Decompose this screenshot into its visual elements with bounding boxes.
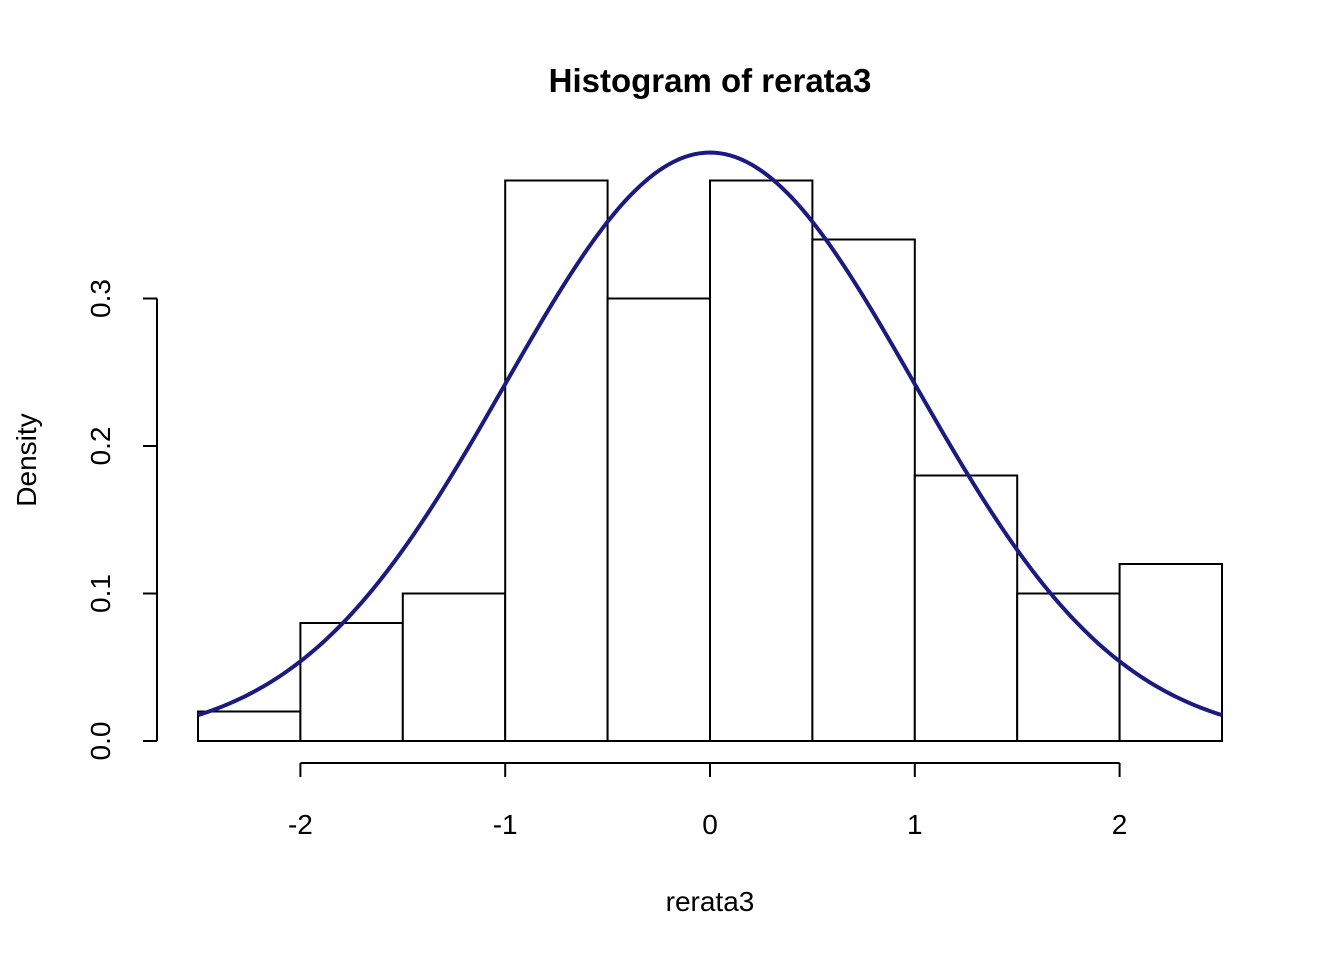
x-axis-label: rerata3 — [666, 886, 755, 917]
x-tick-label-4: 2 — [1112, 809, 1128, 840]
y-axis-label: Density — [11, 413, 42, 506]
y-axis: 0.0 0.1 0.2 0.3 — [85, 279, 158, 761]
x-tick-label-3: 1 — [907, 809, 923, 840]
y-tick-label-1: 0.1 — [85, 574, 116, 613]
histogram-bars — [197, 179, 1223, 742]
normal-density-curve — [197, 150, 1223, 718]
x-tick-label-2: 0 — [702, 809, 718, 840]
histogram-bar-3 — [504, 179, 609, 742]
x-tick-label-0: -2 — [288, 809, 313, 840]
histogram-bar-8 — [1016, 592, 1121, 742]
histogram-bar-0 — [197, 710, 302, 742]
histogram-bar-6 — [811, 238, 916, 742]
y-tick-label-2: 0.2 — [85, 427, 116, 466]
histogram-bar-5 — [709, 179, 814, 742]
x-axis: -2 -1 0 1 2 — [288, 762, 1128, 840]
histogram-bar-7 — [913, 474, 1019, 742]
histogram-bar-1 — [299, 622, 404, 742]
histogram-bar-2 — [401, 592, 507, 742]
chart-title: Histogram of rerata3 — [549, 62, 872, 99]
histogram-bar-9 — [1118, 563, 1223, 742]
y-tick-label-3: 0.3 — [85, 279, 116, 318]
x-tick-label-1: -1 — [493, 809, 518, 840]
y-tick-label-0: 0.0 — [85, 722, 116, 761]
histogram-bar-4 — [606, 297, 711, 742]
